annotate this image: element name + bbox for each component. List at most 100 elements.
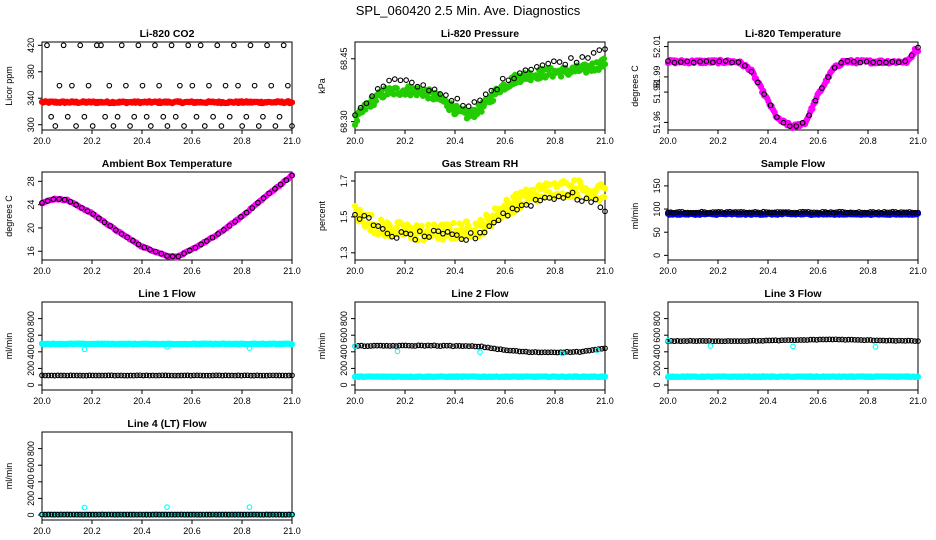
- data-point: [254, 372, 261, 379]
- x-tick-label: 20.2: [396, 136, 414, 146]
- data-point: [466, 343, 472, 350]
- data-point: [519, 348, 526, 355]
- data-point: [102, 372, 109, 379]
- data-point: [741, 338, 747, 344]
- data-point: [585, 55, 591, 61]
- data-point: [491, 345, 498, 352]
- data-point: [715, 338, 722, 344]
- data-point: [839, 336, 845, 343]
- data-point: [699, 338, 706, 344]
- data-point: [197, 511, 204, 518]
- y-tick-label: 300: [26, 117, 36, 132]
- plot-frame: [41, 171, 293, 261]
- data-point: [45, 372, 52, 379]
- y-tick-label: 340: [26, 91, 36, 106]
- data-point: [444, 229, 451, 235]
- data-point: [73, 372, 80, 379]
- data-point: [77, 42, 84, 49]
- data-point: [514, 206, 520, 213]
- data-point: [437, 343, 444, 349]
- data-point: [677, 59, 684, 65]
- data-point: [908, 337, 915, 344]
- data-point: [680, 338, 687, 344]
- data-point: [415, 342, 422, 349]
- data-point: [724, 209, 730, 215]
- data-point: [863, 58, 870, 65]
- data-point: [127, 372, 134, 379]
- data-point: [590, 49, 597, 56]
- data-point: [284, 82, 291, 89]
- data-point: [424, 342, 431, 349]
- data-point: [440, 342, 447, 349]
- data-point: [505, 77, 512, 84]
- data-point: [175, 511, 181, 518]
- data-point: [499, 75, 506, 82]
- data-point: [374, 342, 381, 349]
- data-point: [755, 209, 761, 216]
- data-point: [674, 337, 681, 344]
- data-point: [73, 123, 79, 129]
- data-point: [288, 341, 295, 348]
- y-tick-label: 24: [26, 200, 36, 210]
- data-point: [246, 504, 253, 510]
- data-point: [386, 343, 393, 349]
- data-point: [48, 113, 55, 120]
- data-point: [276, 372, 283, 379]
- data-point: [596, 47, 603, 53]
- y-tick-label: 800: [26, 311, 36, 326]
- data-point: [757, 209, 764, 216]
- data-point: [858, 209, 865, 216]
- data-point: [357, 104, 364, 111]
- data-point: [111, 511, 118, 518]
- data-point: [216, 372, 223, 379]
- data-point: [601, 61, 608, 68]
- data-point: [718, 209, 725, 215]
- data-point: [105, 372, 112, 379]
- data-point: [877, 337, 883, 344]
- data-point: [504, 212, 511, 219]
- data-point: [435, 228, 442, 235]
- data-point: [602, 46, 608, 52]
- data-point: [538, 349, 545, 356]
- data-point: [380, 83, 387, 90]
- data-point: [39, 372, 45, 379]
- data-point: [769, 337, 776, 344]
- data-point: [515, 195, 523, 202]
- y-tick-label: 68.45: [339, 47, 349, 70]
- data-point: [545, 60, 552, 67]
- data-point: [431, 342, 437, 349]
- data-point: [516, 348, 523, 355]
- data-point: [102, 511, 109, 518]
- y-tick-label: 28: [26, 176, 36, 186]
- data-point: [748, 68, 755, 75]
- data-point: [428, 342, 434, 349]
- data-point: [588, 199, 594, 205]
- data-point: [471, 99, 478, 105]
- data-point: [883, 59, 889, 66]
- data-point: [810, 336, 817, 343]
- data-point: [246, 345, 253, 351]
- data-point: [143, 113, 150, 120]
- data-point: [235, 372, 242, 379]
- data-point: [829, 336, 836, 343]
- data-point: [206, 372, 213, 379]
- data-point: [753, 338, 760, 344]
- data-point: [108, 372, 115, 379]
- data-point: [788, 337, 795, 343]
- data-point: [707, 343, 714, 349]
- data-point: [64, 372, 71, 379]
- data-point: [804, 337, 811, 343]
- data-point: [766, 337, 773, 344]
- y-axis-label: ml/min: [317, 333, 327, 360]
- data-point: [77, 511, 83, 518]
- data-point: [96, 372, 102, 379]
- y-tick-label: 0: [339, 383, 349, 388]
- chart-title: Li-820 Temperature: [745, 28, 841, 40]
- data-point: [235, 82, 241, 89]
- data-point: [818, 85, 825, 91]
- data-point: [735, 209, 742, 215]
- data-point: [159, 511, 166, 518]
- data-point: [394, 348, 401, 355]
- data-point: [728, 338, 735, 344]
